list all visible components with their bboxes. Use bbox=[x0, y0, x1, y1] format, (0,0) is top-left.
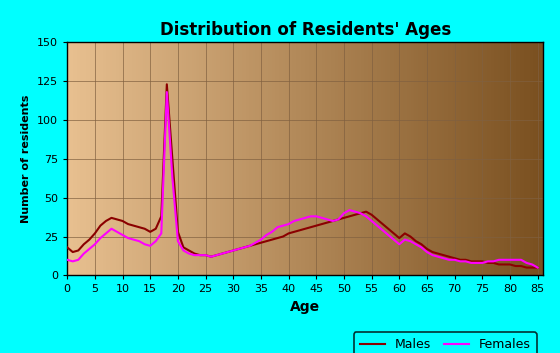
Females bbox=[64, 258, 71, 262]
Females bbox=[86, 247, 93, 251]
Females bbox=[75, 258, 82, 262]
Legend: Males, Females: Males, Females bbox=[354, 332, 537, 353]
Males bbox=[164, 82, 170, 86]
Males bbox=[114, 217, 120, 222]
Females bbox=[468, 261, 475, 265]
X-axis label: Age: Age bbox=[290, 300, 320, 314]
Females bbox=[164, 90, 170, 94]
Line: Females: Females bbox=[67, 92, 538, 268]
Females bbox=[534, 265, 541, 270]
Line: Males: Males bbox=[67, 84, 538, 268]
Title: Distribution of Residents' Ages: Distribution of Residents' Ages bbox=[160, 22, 451, 40]
Y-axis label: Number of residents: Number of residents bbox=[21, 95, 31, 223]
Males bbox=[534, 265, 541, 270]
Females bbox=[296, 217, 303, 222]
Males bbox=[468, 259, 475, 263]
Males bbox=[523, 265, 530, 270]
Males bbox=[86, 238, 93, 242]
Males bbox=[429, 250, 436, 254]
Males bbox=[64, 245, 71, 250]
Males bbox=[75, 249, 82, 253]
Males bbox=[296, 228, 303, 232]
Females bbox=[114, 230, 120, 234]
Females bbox=[429, 253, 436, 257]
